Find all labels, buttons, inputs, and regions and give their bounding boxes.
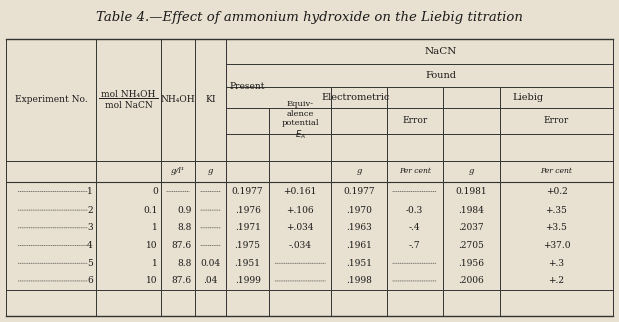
- Text: 10: 10: [146, 241, 158, 250]
- Text: mol NH₄OH
mol NaCN: mol NH₄OH mol NaCN: [102, 90, 155, 109]
- Text: .1963: .1963: [346, 223, 372, 232]
- Text: Error: Error: [402, 116, 427, 125]
- Text: g: g: [208, 167, 213, 175]
- Text: 0: 0: [152, 187, 158, 196]
- Text: 1: 1: [152, 223, 158, 232]
- Text: +0.2: +0.2: [545, 187, 568, 196]
- Text: g: g: [357, 167, 361, 175]
- Text: .1984: .1984: [459, 206, 484, 214]
- Text: 4: 4: [87, 241, 93, 250]
- Text: Experiment No.: Experiment No.: [15, 95, 87, 104]
- Text: .1956: .1956: [458, 259, 485, 268]
- Text: .1999: .1999: [235, 277, 261, 285]
- Text: .1998: .1998: [346, 277, 372, 285]
- Text: Found: Found: [425, 71, 457, 80]
- Text: +3.5: +3.5: [545, 223, 568, 232]
- Text: .1976: .1976: [235, 206, 261, 214]
- Text: .1951: .1951: [346, 259, 372, 268]
- Text: +37.0: +37.0: [543, 241, 570, 250]
- Text: 0.1977: 0.1977: [343, 187, 375, 196]
- Text: .1975: .1975: [235, 241, 261, 250]
- Text: .2037: .2037: [459, 223, 484, 232]
- Text: +.034: +.034: [287, 223, 314, 232]
- Text: 0.04: 0.04: [201, 259, 220, 268]
- Text: Per cent: Per cent: [540, 167, 573, 175]
- Text: .04: .04: [203, 277, 218, 285]
- Text: -.034: -.034: [288, 241, 312, 250]
- Text: -0.3: -0.3: [406, 206, 423, 214]
- Text: 5: 5: [87, 259, 93, 268]
- Text: 3: 3: [87, 223, 93, 232]
- Text: 0.9: 0.9: [178, 206, 192, 214]
- Text: NaCN: NaCN: [425, 47, 457, 56]
- Text: 87.6: 87.6: [171, 241, 192, 250]
- Text: NH₄OH: NH₄OH: [161, 95, 195, 104]
- Text: 87.6: 87.6: [171, 277, 192, 285]
- Text: 0.1977: 0.1977: [232, 187, 264, 196]
- Text: -.7: -.7: [409, 241, 420, 250]
- Text: +.2: +.2: [548, 277, 565, 285]
- Text: .2006: .2006: [459, 277, 484, 285]
- Text: 1: 1: [87, 187, 93, 196]
- Text: .1961: .1961: [346, 241, 372, 250]
- Text: .1970: .1970: [346, 206, 372, 214]
- Text: +.106: +.106: [287, 206, 314, 214]
- Text: Present: Present: [230, 82, 266, 90]
- Text: -.4: -.4: [409, 223, 420, 232]
- Text: Error: Error: [544, 116, 569, 125]
- Text: Table 4.—Effect of ammonium hydroxide on the Liebig titration: Table 4.—Effect of ammonium hydroxide on…: [96, 11, 523, 24]
- Text: +.35: +.35: [545, 206, 568, 214]
- Text: 0.1: 0.1: [144, 206, 158, 214]
- Text: g: g: [469, 167, 474, 175]
- Text: Equiv-
alence
potential
$E_A$: Equiv- alence potential $E_A$: [282, 100, 319, 141]
- Text: Liebig: Liebig: [512, 93, 543, 102]
- Text: +.3: +.3: [548, 259, 565, 268]
- Text: .1951: .1951: [235, 259, 261, 268]
- Text: 10: 10: [146, 277, 158, 285]
- Text: g/l¹: g/l¹: [171, 167, 185, 175]
- Text: 8.8: 8.8: [178, 223, 192, 232]
- Text: 1: 1: [152, 259, 158, 268]
- Text: 8.8: 8.8: [178, 259, 192, 268]
- Text: Per cent: Per cent: [399, 167, 431, 175]
- Text: +0.161: +0.161: [284, 187, 317, 196]
- Text: .2705: .2705: [459, 241, 484, 250]
- Text: 0.1981: 0.1981: [456, 187, 487, 196]
- Text: 2: 2: [87, 206, 93, 214]
- Text: Electrometric: Electrometric: [322, 93, 390, 102]
- Text: 6: 6: [87, 277, 93, 285]
- Text: .1971: .1971: [235, 223, 261, 232]
- Text: KI: KI: [206, 95, 215, 104]
